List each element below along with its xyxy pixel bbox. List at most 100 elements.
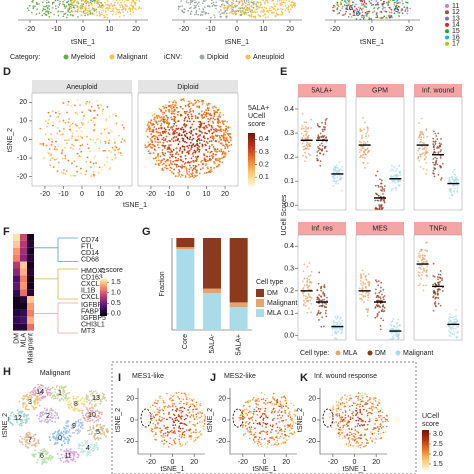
cell-dot <box>196 116 199 119</box>
strip-dot <box>360 129 363 132</box>
cell-dot <box>192 103 195 106</box>
strip-dot <box>418 134 421 136</box>
cell-dot <box>98 437 100 440</box>
legend-label: Aneuploid <box>253 54 284 61</box>
strip-dot <box>383 200 386 203</box>
legend-swatch <box>445 4 449 8</box>
cell-dot <box>341 7 343 9</box>
cell-dot <box>31 1 33 3</box>
cell-dot <box>192 403 194 405</box>
cell-dot <box>62 172 65 175</box>
cell-dot <box>183 117 186 120</box>
strip-dot <box>452 327 454 330</box>
cell-dot <box>138 6 141 8</box>
strip-dot <box>336 317 339 319</box>
strip-dot <box>379 297 382 300</box>
cell-dot <box>360 2 363 5</box>
strip-dot <box>303 145 306 148</box>
cell-dot <box>189 403 192 406</box>
heatmap-cell <box>20 309 27 317</box>
strip-dot <box>420 133 423 135</box>
cell-dot <box>60 448 62 451</box>
cell-dot <box>106 131 109 134</box>
cell-dot <box>28 9 30 12</box>
cell-dot <box>47 122 49 125</box>
strip-dot <box>307 137 309 140</box>
cell-dot <box>85 401 88 403</box>
cell-dot <box>341 14 344 16</box>
cell-dot <box>90 0 92 2</box>
cell-dot <box>106 0 109 2</box>
heatmap-cell <box>20 240 27 248</box>
strip-dot <box>361 287 364 289</box>
cell-dot <box>234 5 236 8</box>
cell-dot <box>210 117 212 120</box>
cell-dot <box>196 142 199 145</box>
cell-dot <box>162 131 165 134</box>
strip-dot <box>319 152 322 155</box>
cell-dot <box>280 13 282 16</box>
cell-dot <box>178 402 181 405</box>
cell-dot <box>178 140 181 143</box>
cell-dot <box>380 0 382 1</box>
cell-dot <box>172 110 175 113</box>
strip-dot <box>380 317 383 320</box>
cell-dot <box>66 403 69 406</box>
strip-dot <box>419 254 422 257</box>
cell-dot <box>32 6 35 9</box>
strip-dot <box>363 151 366 154</box>
cell-dot <box>37 401 39 404</box>
cell-dot <box>237 7 240 9</box>
cell-dot <box>38 12 41 14</box>
cell-dot <box>69 128 71 131</box>
cell-dot <box>57 14 60 17</box>
strip-dot <box>361 134 364 137</box>
cell-dot <box>99 437 102 440</box>
cell-dot <box>154 163 157 166</box>
y-tick-label: 0 <box>130 417 134 424</box>
strip-dot <box>417 284 420 287</box>
cell-dot <box>71 137 73 140</box>
strip-dot <box>425 173 428 175</box>
cell-dot <box>85 160 88 163</box>
strip-dot <box>305 128 307 131</box>
strip-dot <box>323 128 326 131</box>
cell-dot <box>80 130 83 133</box>
strip-dot <box>418 271 421 274</box>
cell-dot <box>166 426 169 429</box>
cell-dot <box>86 135 88 138</box>
strip-dot <box>322 136 325 138</box>
cell-dot <box>80 121 83 124</box>
cell-dot <box>397 1 400 4</box>
strip-dot <box>394 169 397 172</box>
cell-dot <box>80 4 83 6</box>
cell-dot <box>67 0 70 3</box>
cell-dot <box>243 7 246 9</box>
x-axis-label: tSNE_1 <box>225 39 249 46</box>
cell-dot <box>18 410 21 413</box>
cell-dot <box>84 414 87 417</box>
cell-dot <box>170 105 173 108</box>
cell-dot <box>67 460 69 463</box>
cell-dot <box>57 145 59 147</box>
cell-dot <box>46 6 49 9</box>
cell-dot <box>174 104 177 107</box>
cell-dot <box>241 2 244 4</box>
cell-dot <box>172 399 174 402</box>
cell-dot <box>232 0 235 2</box>
heatmap-cell <box>27 296 34 303</box>
cell-dot <box>393 0 396 1</box>
cell-dot <box>50 414 53 416</box>
cell-dot <box>250 1 253 4</box>
strip-dot <box>439 288 441 291</box>
cell-dot <box>171 138 173 141</box>
strip-dot <box>456 331 459 334</box>
cell-dot <box>203 154 206 157</box>
cell-dot <box>207 102 210 105</box>
cell-dot <box>188 138 191 141</box>
strip-dot <box>377 194 380 197</box>
cell-dot <box>224 129 227 132</box>
cell-dot <box>198 148 201 151</box>
cell-dot <box>116 2 119 4</box>
cell-dot <box>95 162 97 164</box>
